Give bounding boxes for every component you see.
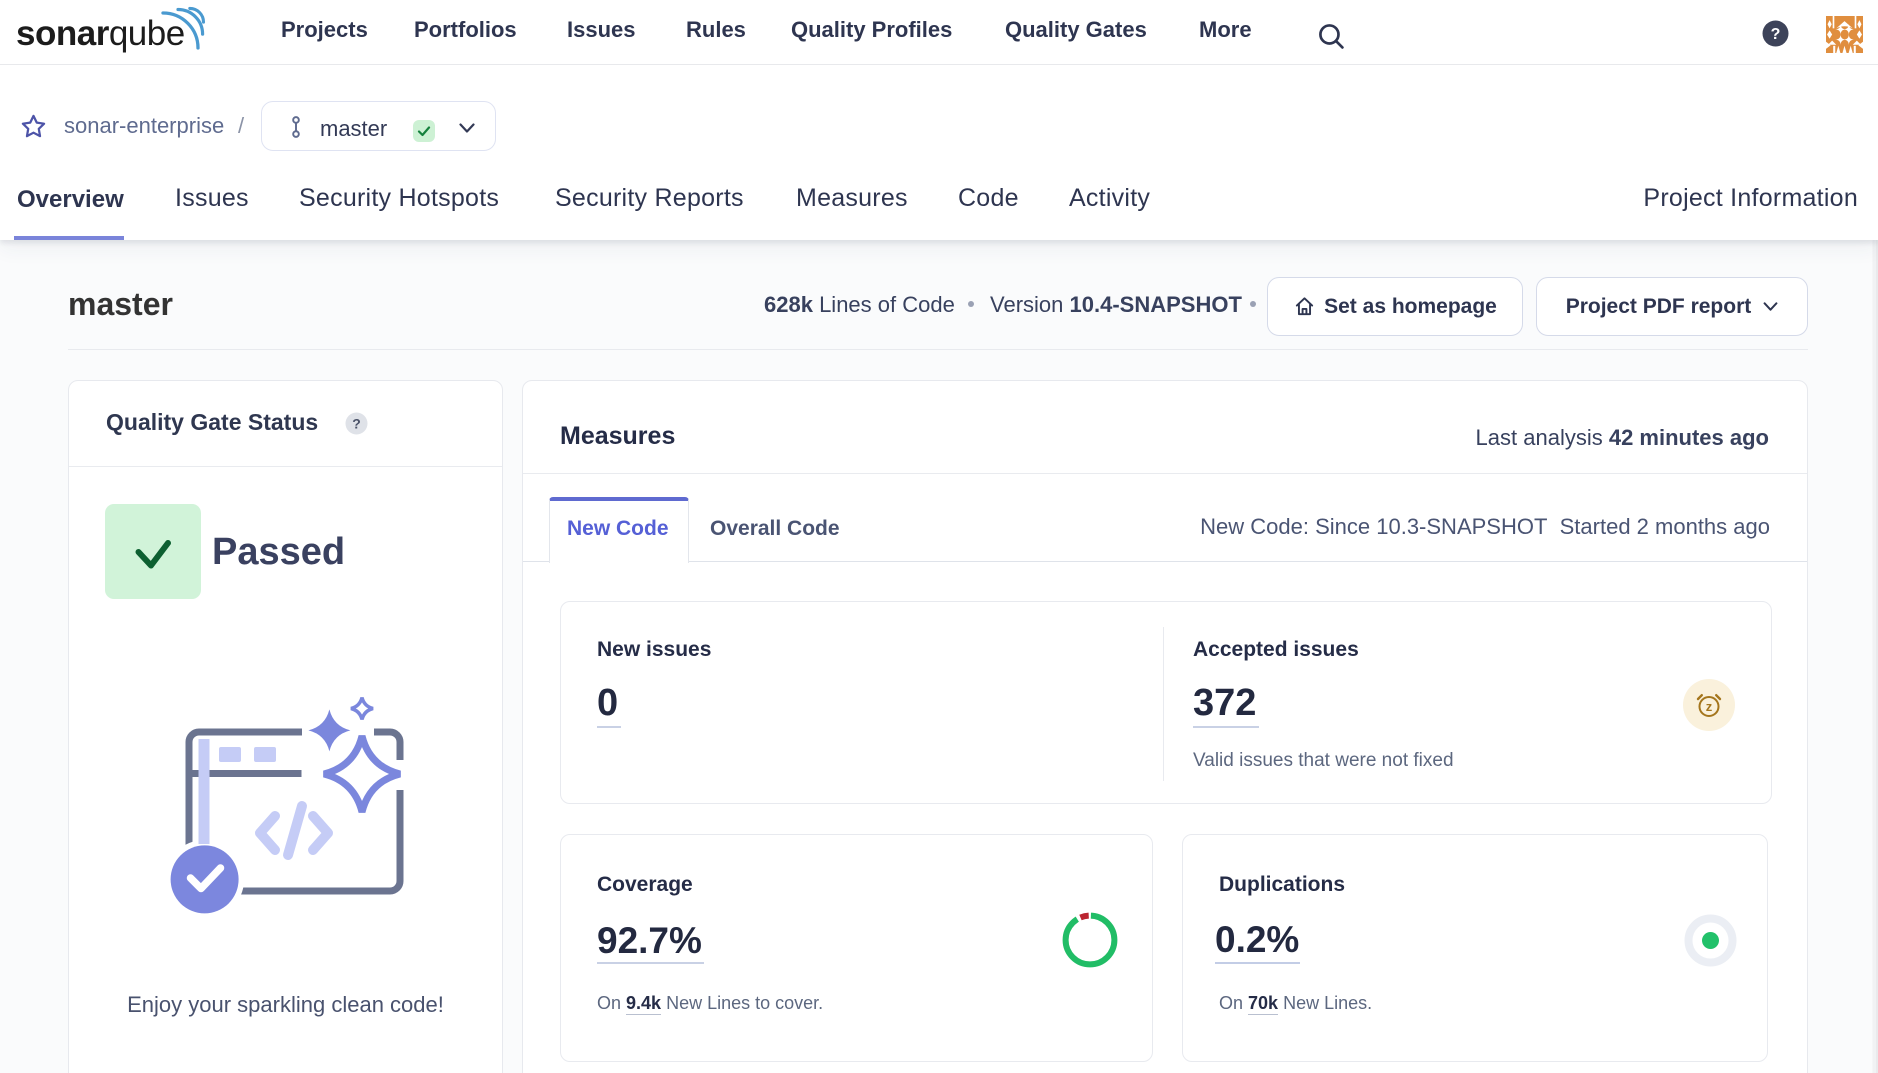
svg-text:?: ? (1771, 26, 1781, 43)
svg-text:?: ? (352, 416, 361, 432)
svg-text:z: z (1706, 699, 1713, 714)
